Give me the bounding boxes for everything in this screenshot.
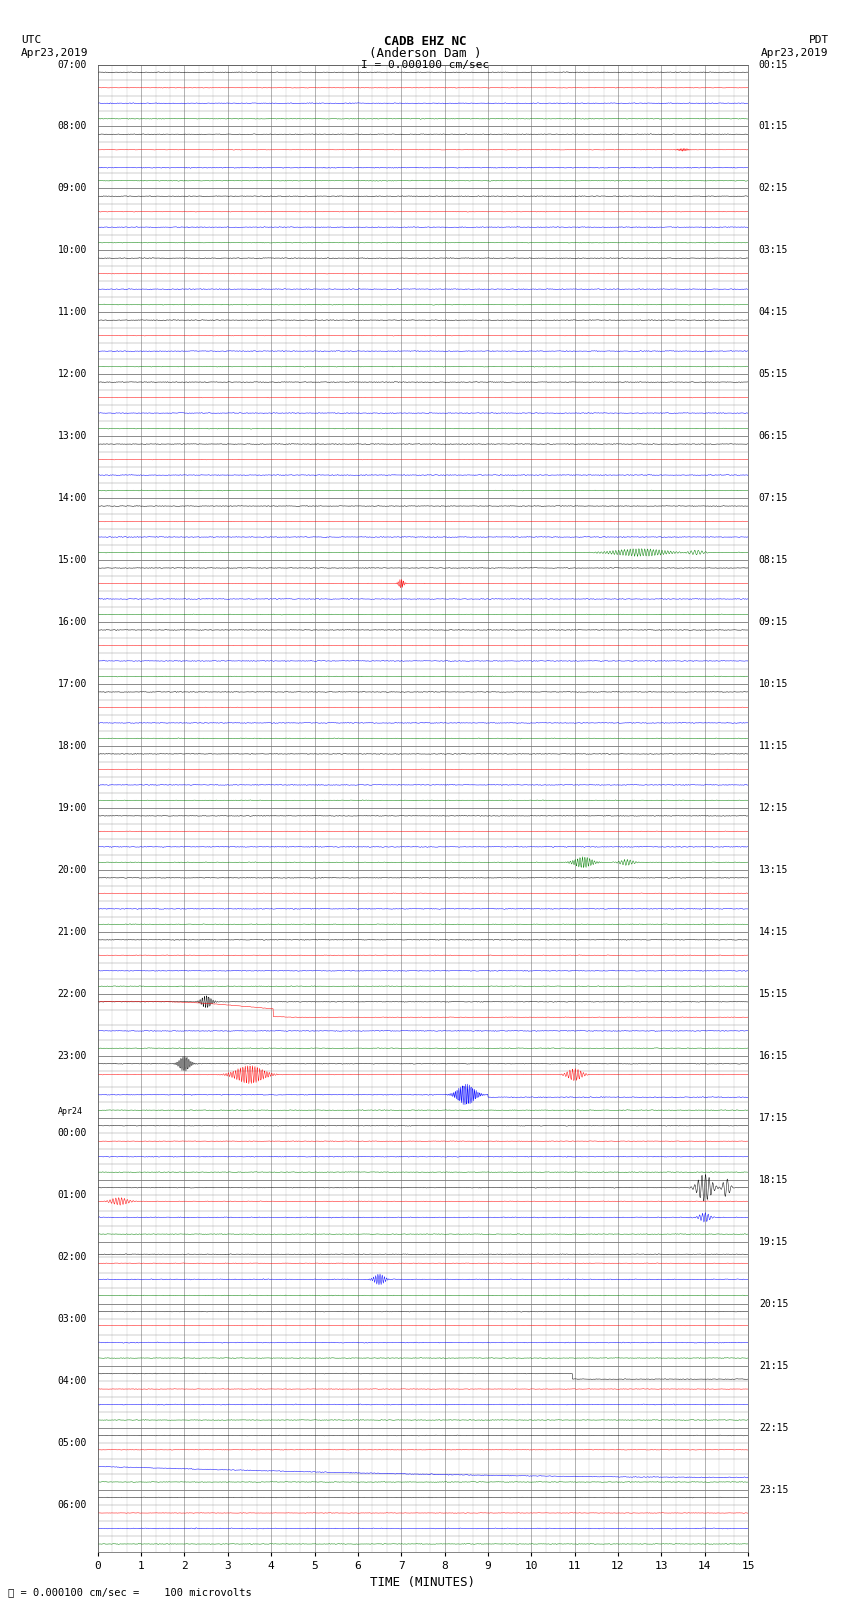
Text: 21:00: 21:00 [58, 927, 87, 937]
Text: I = 0.000100 cm/sec: I = 0.000100 cm/sec [361, 60, 489, 69]
Text: 02:00: 02:00 [58, 1252, 87, 1263]
Text: 13:15: 13:15 [759, 865, 788, 876]
Text: 07:00: 07:00 [58, 60, 87, 69]
Text: 08:00: 08:00 [58, 121, 87, 132]
Text: 05:15: 05:15 [759, 369, 788, 379]
Text: 18:15: 18:15 [759, 1174, 788, 1186]
Text: 06:00: 06:00 [58, 1500, 87, 1510]
Text: 09:15: 09:15 [759, 618, 788, 627]
Text: 00:00: 00:00 [58, 1129, 87, 1139]
Text: 15:15: 15:15 [759, 989, 788, 998]
Text: 10:15: 10:15 [759, 679, 788, 689]
Text: 21:15: 21:15 [759, 1361, 788, 1371]
Text: (Anderson Dam ): (Anderson Dam ) [369, 47, 481, 60]
Text: 19:00: 19:00 [58, 803, 87, 813]
Text: 16:00: 16:00 [58, 618, 87, 627]
Text: 14:00: 14:00 [58, 494, 87, 503]
Text: 19:15: 19:15 [759, 1237, 788, 1247]
Text: UTC: UTC [21, 35, 42, 45]
Text: 12:00: 12:00 [58, 369, 87, 379]
Text: 09:00: 09:00 [58, 184, 87, 194]
Text: 20:15: 20:15 [759, 1298, 788, 1308]
Text: CADB EHZ NC: CADB EHZ NC [383, 35, 467, 48]
Text: 15:00: 15:00 [58, 555, 87, 565]
Text: 18:00: 18:00 [58, 740, 87, 752]
Text: 23:00: 23:00 [58, 1052, 87, 1061]
Text: 04:00: 04:00 [58, 1376, 87, 1386]
Text: 22:00: 22:00 [58, 989, 87, 998]
Text: 13:00: 13:00 [58, 431, 87, 442]
Text: 11:00: 11:00 [58, 308, 87, 318]
Text: 03:00: 03:00 [58, 1315, 87, 1324]
Text: 08:15: 08:15 [759, 555, 788, 565]
Text: Apr23,2019: Apr23,2019 [21, 48, 88, 58]
Text: 17:15: 17:15 [759, 1113, 788, 1123]
Text: PDT: PDT [808, 35, 829, 45]
Text: Apr24: Apr24 [58, 1108, 82, 1116]
Text: 22:15: 22:15 [759, 1423, 788, 1432]
Text: 01:15: 01:15 [759, 121, 788, 132]
Text: 05:00: 05:00 [58, 1439, 87, 1448]
Text: 14:15: 14:15 [759, 927, 788, 937]
Text: Apr23,2019: Apr23,2019 [762, 48, 829, 58]
Text: 01:00: 01:00 [58, 1190, 87, 1200]
Text: 04:15: 04:15 [759, 308, 788, 318]
Text: 02:15: 02:15 [759, 184, 788, 194]
Text: 00:15: 00:15 [759, 60, 788, 69]
Text: 16:15: 16:15 [759, 1052, 788, 1061]
Text: 06:15: 06:15 [759, 431, 788, 442]
Text: 23:15: 23:15 [759, 1484, 788, 1495]
Text: 17:00: 17:00 [58, 679, 87, 689]
Text: 07:15: 07:15 [759, 494, 788, 503]
Text: 10:00: 10:00 [58, 245, 87, 255]
Text: ⎸ = 0.000100 cm/sec =    100 microvolts: ⎸ = 0.000100 cm/sec = 100 microvolts [8, 1587, 252, 1597]
Text: 11:15: 11:15 [759, 740, 788, 752]
Text: 12:15: 12:15 [759, 803, 788, 813]
X-axis label: TIME (MINUTES): TIME (MINUTES) [371, 1576, 475, 1589]
Text: 03:15: 03:15 [759, 245, 788, 255]
Text: 20:00: 20:00 [58, 865, 87, 876]
